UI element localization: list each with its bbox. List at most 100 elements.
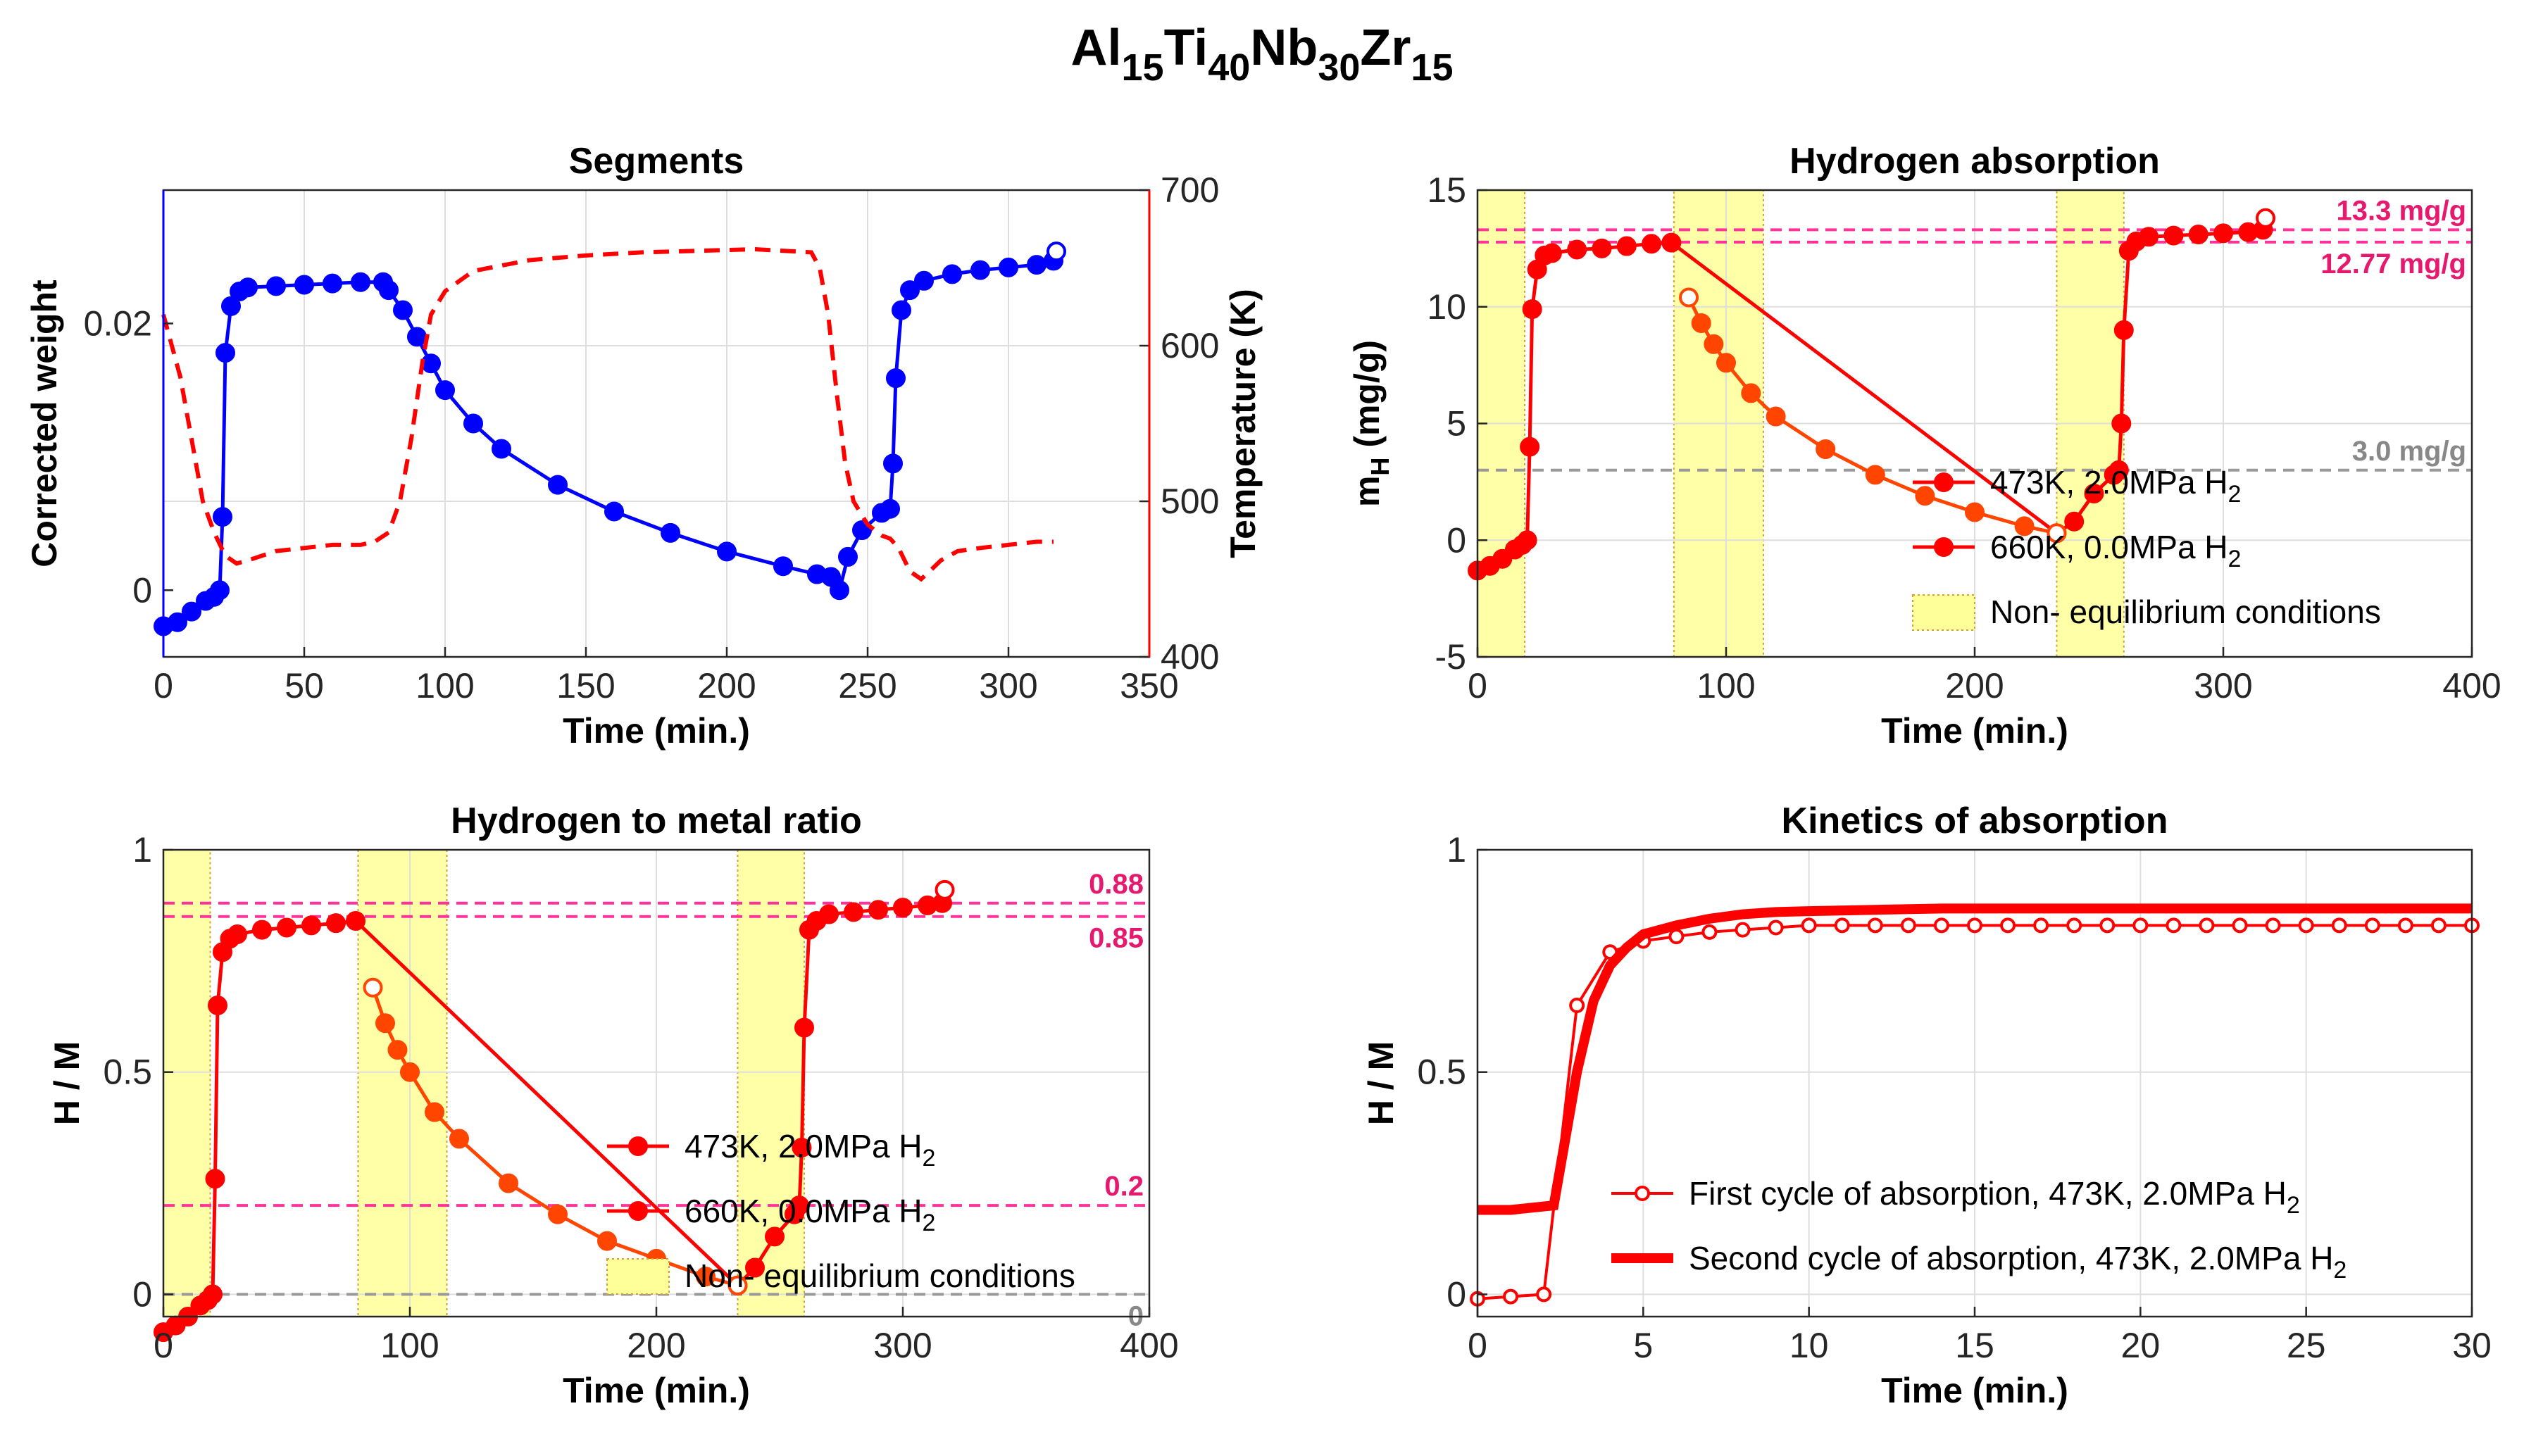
data-point bbox=[2232, 917, 2248, 934]
panel-kinetics-of-absorption: 0 5 10 15 20 25 30 0 0.5 1 Kinetics of absorption T… bbox=[1361, 801, 2492, 1410]
legend-marker bbox=[1934, 472, 1954, 492]
data-point bbox=[2084, 483, 2104, 503]
legend-entry: Second cycle of absorption, 473K, 2.0MPa… bbox=[1611, 1240, 2347, 1284]
x-tick-label: 0 bbox=[154, 1326, 173, 1365]
data-point bbox=[221, 296, 241, 316]
reference-label: 0.85 bbox=[1089, 923, 1144, 954]
title-ti-sub: 40 bbox=[1208, 46, 1250, 89]
data-point bbox=[745, 1257, 765, 1278]
data-point bbox=[463, 413, 483, 434]
data-point bbox=[252, 920, 272, 940]
data-point bbox=[2265, 917, 2281, 934]
y-tick-label-right: 700 bbox=[1161, 170, 1219, 210]
figure-title: Al15Ti40Nb30Zr15 bbox=[1071, 20, 1454, 89]
reference-label: 3.0 mg/g bbox=[2352, 436, 2466, 467]
data-point bbox=[213, 507, 232, 527]
data-point bbox=[2132, 917, 2149, 934]
data-point bbox=[892, 300, 911, 320]
chart-panels: 0 50 100 150 200 250 300 35000.02400500600700Se… bbox=[25, 141, 2501, 1410]
data-point bbox=[830, 580, 849, 601]
legend-label: Non- equilibrium conditions bbox=[685, 1257, 1075, 1294]
non-equilibrium-region bbox=[737, 849, 805, 1317]
data-point bbox=[363, 977, 383, 998]
data-point bbox=[1716, 353, 1736, 373]
legend-label: First cycle of absorption, 473K, 2.0MPa … bbox=[1689, 1175, 2300, 1219]
data-point bbox=[346, 911, 366, 931]
y-tick-label-right: 600 bbox=[1161, 326, 1219, 365]
x-tick-label: 300 bbox=[2194, 666, 2252, 705]
legend-label-main: 660K, 0.0MPa H bbox=[685, 1193, 923, 1229]
legend-label: Non- equilibrium conditions bbox=[1990, 594, 2381, 630]
panel-segments: 0 50 100 150 200 250 300 350 0 0.02 400 500 600 700 Se… bbox=[25, 141, 1263, 751]
data-point bbox=[1517, 530, 1537, 551]
data-point bbox=[935, 879, 955, 900]
x-tick-label: 0 bbox=[154, 666, 173, 705]
x-tick-label: 200 bbox=[697, 666, 756, 705]
data-point bbox=[2099, 917, 2116, 934]
y-axis-label-sub: H bbox=[1366, 458, 1394, 476]
legend-marker bbox=[1635, 1186, 1650, 1201]
data-point bbox=[548, 475, 568, 495]
data-point bbox=[2298, 917, 2314, 934]
x-tick-label: 200 bbox=[1945, 666, 2004, 705]
legend-entry: 473K, 2.0MPa H2 bbox=[1913, 464, 2241, 508]
data-point bbox=[893, 898, 913, 918]
y-tick-label: 0.5 bbox=[103, 1053, 152, 1092]
y-tick-label: 5 bbox=[1447, 404, 1466, 444]
data-point bbox=[2033, 917, 2049, 934]
y-axis-label-left: Corrected weight bbox=[25, 280, 64, 567]
legend-label-sub: 2 bbox=[2228, 546, 2242, 572]
legend-label-sub: 2 bbox=[2228, 481, 2242, 508]
data-point bbox=[2188, 224, 2208, 244]
legend-label-sub: 2 bbox=[923, 1145, 936, 1172]
data-point bbox=[2139, 227, 2159, 247]
reference-label: 0.2 bbox=[1104, 1171, 1144, 1202]
x-tick-label: 30 bbox=[2452, 1326, 2492, 1365]
data-point bbox=[210, 580, 230, 601]
data-point bbox=[2163, 225, 2184, 246]
chart-title: Hydrogen to metal ratio bbox=[451, 801, 862, 841]
y-tick-label-right: 400 bbox=[1161, 637, 1219, 677]
x-tick-label: 300 bbox=[979, 666, 1037, 705]
legend-swatch bbox=[606, 1258, 670, 1295]
data-point bbox=[215, 343, 235, 363]
data-point bbox=[2111, 413, 2132, 434]
data-point bbox=[1542, 243, 1562, 263]
x-tick-label: 300 bbox=[873, 1326, 932, 1365]
legend-swatch bbox=[1912, 594, 1975, 631]
data-point bbox=[880, 498, 900, 519]
data-point bbox=[999, 257, 1018, 277]
legend-label-main: 473K, 2.0MPa H bbox=[1990, 464, 2228, 501]
non-equilibrium-region bbox=[163, 849, 211, 1317]
x-axis-label: Time (min.) bbox=[563, 711, 750, 751]
legend-label: Second cycle of absorption, 473K, 2.0MPa… bbox=[1689, 1240, 2347, 1284]
x-tick-label: 10 bbox=[1789, 1326, 1829, 1365]
data-point bbox=[227, 924, 247, 944]
data-point bbox=[1679, 287, 1699, 308]
x-tick-label: 350 bbox=[1120, 666, 1178, 705]
y-tick-label: 0 bbox=[1447, 1274, 1466, 1314]
x-axis-label: Time (min.) bbox=[563, 1371, 750, 1410]
x-tick-label: 100 bbox=[416, 666, 474, 705]
panel-hydrogen-absorption: 13.3 mg/g12.77 mg/g3.0 mg/g0 100 200 300 400… bbox=[1347, 141, 2501, 751]
y-axis-label-main: m bbox=[1347, 476, 1387, 507]
x-tick-label: 15 bbox=[1955, 1326, 1994, 1365]
data-point bbox=[379, 280, 399, 301]
data-point bbox=[1915, 486, 1935, 506]
data-point bbox=[1735, 922, 1751, 938]
title-nb-sub: 30 bbox=[1318, 46, 1360, 89]
legend-entry: 660K, 0.0MPa H2 bbox=[607, 1193, 935, 1236]
data-point bbox=[1592, 238, 1612, 258]
data-point bbox=[2166, 917, 2182, 934]
data-point bbox=[1047, 241, 1066, 262]
legend-label-main: 473K, 2.0MPa H bbox=[685, 1128, 923, 1165]
data-point bbox=[294, 275, 314, 295]
data-point bbox=[1520, 437, 1540, 457]
data-point bbox=[326, 913, 346, 934]
y-tick-label: 0 bbox=[132, 1274, 152, 1314]
data-point bbox=[203, 1284, 223, 1305]
data-point bbox=[351, 272, 370, 292]
data-point bbox=[1536, 1286, 1552, 1303]
data-point bbox=[1616, 236, 1637, 256]
